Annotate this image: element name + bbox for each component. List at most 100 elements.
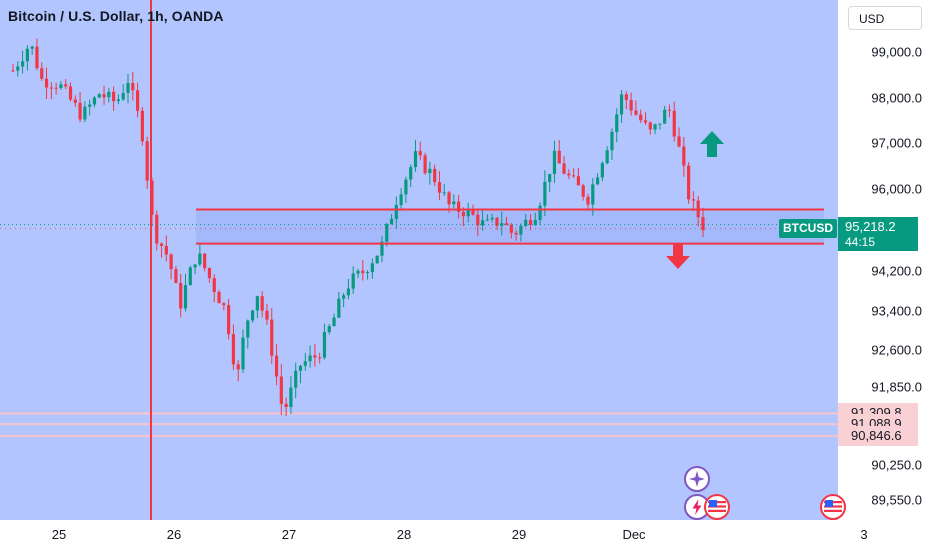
candle-body [121,93,125,100]
candle-body [495,217,499,226]
candle-body [586,196,590,205]
price-axis-label: 96,000.0 [871,181,922,197]
candle-body [687,165,691,200]
candle-body [682,146,686,166]
candle-body [241,337,245,370]
ticker-tag: BTCUSD [779,219,837,238]
price-axis-label: 93,400.0 [871,303,922,319]
candle-body [648,122,652,130]
candle-body [476,214,480,226]
candle-body [131,82,135,91]
candle-body [394,205,398,219]
candle-body [552,150,557,174]
currency-button[interactable]: USD [848,6,922,30]
candle-body [83,106,87,120]
candle-body [174,269,178,283]
candle-body [73,99,77,103]
candle-body [677,136,681,147]
candle-body [150,180,154,215]
candle-body [600,163,604,178]
last-price-value: 95,218.2 [845,219,896,234]
candle-body [203,253,207,269]
price-axis-label: 98,000.0 [871,90,922,106]
candle-body [370,263,374,273]
candle-body [126,82,130,94]
candle-body [260,296,264,311]
candle-body [581,185,585,197]
candle-body [567,173,571,176]
candle-body [155,214,159,244]
candle-body [145,141,149,181]
candle-body [423,155,427,174]
candle-body [605,150,609,164]
candle-body [294,370,298,388]
candle-body [135,90,140,111]
candle-body [452,201,456,205]
candle-body [107,91,111,98]
candle-body [658,123,662,125]
candle-body [337,298,341,318]
us-flag-icon[interactable] [704,494,730,520]
candle-body [504,223,509,225]
candle-body [500,223,504,226]
up-arrow-icon [700,131,724,157]
candle-body [322,332,327,358]
candle-body [222,303,226,306]
time-axis-label: 3 [860,527,868,542]
time-axis-background[interactable] [0,520,932,550]
candle-body [236,364,240,370]
candle-body [447,192,451,205]
down-arrow-shape [666,243,690,269]
candle-body [663,109,667,124]
candle-body [461,211,466,217]
candle-body [255,296,259,311]
candle-body [509,224,513,233]
candle-body [519,225,523,235]
candle-body [49,87,53,89]
candle-body [274,355,279,377]
candle-body [102,94,106,98]
candle-body [250,310,255,321]
candle-body [298,365,303,371]
time-axis-label: 27 [281,527,297,542]
overlay-layer [0,131,838,269]
price-axis-label: 89,550.0 [871,492,922,508]
candle-body [409,167,413,180]
candle-body [140,110,144,142]
candle-body [361,270,365,274]
price-axis-label: 99,000.0 [871,44,922,60]
price-axis-label: 90,250.0 [871,457,922,473]
candle-body [457,201,461,212]
candle-body [619,94,624,115]
candle-body [308,355,312,362]
price-axis-label: 91,850.0 [871,379,922,395]
last-price-label: 95,218.2 44:15 [838,217,918,251]
candle-body [471,208,475,215]
candle-body [433,168,437,183]
candle-body [615,114,619,132]
price-axis-label: 92,600.0 [871,342,922,358]
candle-body [639,114,643,121]
candle-body [365,272,370,274]
star-event-icon[interactable] [684,466,710,492]
candle-body [246,320,250,338]
candle-body [442,192,446,194]
candle-body [346,288,351,296]
plot-background [0,0,838,520]
candle-body [514,232,518,235]
candle-body [59,84,63,89]
time-axis-label: 26 [166,527,182,542]
candle-body [193,264,197,268]
candle-body [279,376,283,404]
candle-body [548,173,552,182]
candle-body [629,100,633,111]
candle-body [44,78,49,88]
candle-body [11,70,15,72]
time-axis-label: 28 [396,527,412,542]
us-flag-icon[interactable] [820,494,846,520]
support-level-label: 90,846.6 [838,425,918,446]
candle-body [183,285,188,309]
candle-body [667,109,672,111]
